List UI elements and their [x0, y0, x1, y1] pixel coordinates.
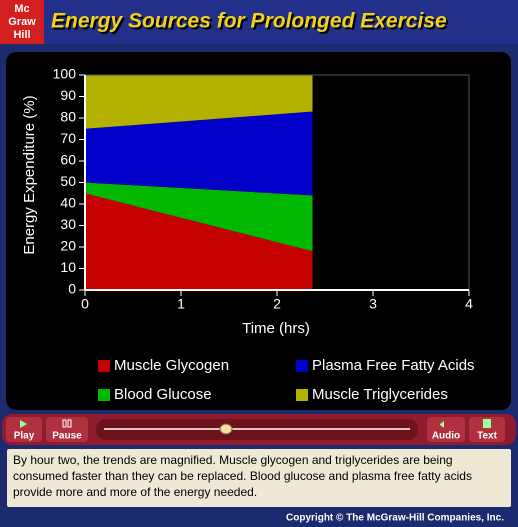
y-tick-label: 90: [60, 87, 76, 103]
y-tick-label: 100: [53, 66, 77, 82]
audio-icon: [440, 421, 444, 428]
title: Energy Sources for Prolonged Exercise: [51, 10, 447, 33]
area: [85, 111, 313, 196]
legend-swatch: [296, 389, 308, 401]
legend-swatch: [98, 360, 110, 372]
x-tick-label: 1: [177, 296, 185, 312]
pause-button[interactable]: [46, 417, 88, 442]
text-icon: [483, 419, 491, 428]
legend-label: Blood Glucose: [114, 386, 212, 403]
x-tick-label: 2: [273, 296, 281, 312]
y-tick-label: 80: [60, 109, 76, 125]
caption: By hour two, the trends are magnified. M…: [7, 449, 511, 507]
x-axis-label: Time (hrs): [242, 320, 310, 337]
y-tick-label: 70: [60, 130, 76, 146]
y-tick-label: 10: [60, 259, 76, 275]
slider-knob[interactable]: [219, 423, 233, 435]
pause-label: Pause: [52, 431, 82, 442]
y-axis-label: Energy Expenditure (%): [21, 95, 38, 254]
header-bar: [0, 0, 518, 44]
text-label: Text: [477, 431, 497, 442]
legend-swatch: [296, 360, 308, 372]
area: [85, 182, 313, 252]
play-button[interactable]: [6, 417, 42, 442]
legend-label: Muscle Triglycerides: [312, 386, 448, 403]
title-shadow: Energy Sources for Prolonged Exercise: [53, 12, 449, 35]
text-button[interactable]: [469, 417, 505, 442]
legend-label: Muscle Glycogen: [114, 357, 229, 374]
y-tick-label: 60: [60, 152, 76, 168]
legend-swatch: [98, 389, 110, 401]
logo: [0, 0, 44, 44]
y-tick-label: 40: [60, 195, 76, 211]
logo-text: Graw: [8, 16, 36, 28]
x-tick-label: 0: [81, 296, 89, 312]
logo-text: Mc: [14, 3, 29, 15]
y-tick-label: 20: [60, 238, 76, 254]
y-tick-label: 0: [68, 281, 76, 297]
play-label: Play: [14, 431, 35, 442]
area: [85, 193, 313, 290]
pause-icon: [67, 419, 72, 428]
x-tick-label: 3: [369, 296, 377, 312]
play-icon: [20, 420, 27, 428]
area: [85, 75, 313, 129]
audio-label: Audio: [432, 431, 460, 442]
y-tick-label: 30: [60, 216, 76, 232]
audio-button[interactable]: [427, 417, 465, 442]
copyright: Copyright © The McGraw-Hill Companies, I…: [286, 513, 504, 524]
y-tick-label: 50: [60, 173, 76, 189]
x-tick-label: 4: [465, 296, 473, 312]
logo-text: Hill: [13, 29, 30, 41]
legend-label: Plasma Free Fatty Acids: [312, 357, 475, 374]
pause-icon: [62, 419, 67, 428]
